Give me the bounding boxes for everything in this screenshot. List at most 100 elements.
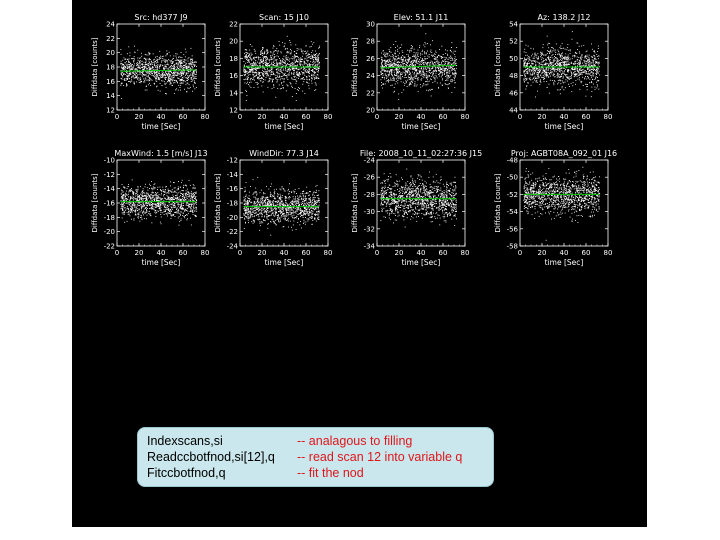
data-point — [432, 74, 434, 76]
data-point — [296, 80, 298, 82]
data-point — [552, 60, 554, 62]
data-point — [124, 66, 126, 67]
y-tick-label: 22 — [106, 35, 115, 43]
data-point — [535, 62, 537, 64]
data-point — [191, 80, 193, 82]
data-point — [133, 201, 134, 203]
data-point — [587, 56, 589, 58]
data-point — [415, 56, 416, 58]
data-point — [126, 220, 128, 222]
data-point — [558, 62, 560, 64]
data-point — [397, 58, 399, 59]
data-point — [532, 67, 534, 69]
data-point — [594, 52, 596, 54]
data-point — [395, 41, 397, 42]
data-point — [309, 46, 311, 48]
data-point — [452, 73, 454, 74]
data-point — [554, 70, 555, 72]
data-point — [309, 76, 311, 77]
data-point — [595, 59, 597, 60]
data-point — [408, 74, 410, 75]
data-point — [537, 73, 539, 75]
data-point — [137, 198, 138, 200]
data-point — [574, 71, 576, 73]
data-point — [126, 78, 128, 79]
data-point — [293, 68, 295, 70]
data-point — [150, 215, 152, 217]
data-point — [156, 60, 158, 61]
data-point — [387, 59, 389, 61]
data-point — [574, 55, 576, 57]
data-point — [431, 76, 433, 77]
data-point — [523, 70, 525, 72]
data-point — [548, 58, 550, 60]
data-point — [381, 64, 383, 66]
data-point — [258, 67, 260, 69]
data-point — [140, 82, 142, 84]
data-point — [265, 57, 267, 59]
data-point — [249, 70, 251, 72]
data-point — [192, 73, 194, 75]
data-point — [269, 65, 270, 67]
data-point — [190, 217, 191, 219]
data-point — [381, 73, 382, 75]
data-point — [151, 181, 152, 182]
data-point — [544, 64, 546, 66]
data-point — [298, 73, 300, 75]
data-point — [306, 52, 308, 54]
data-point — [176, 71, 178, 73]
data-point — [282, 73, 284, 75]
data-point — [408, 70, 409, 72]
data-point — [188, 57, 190, 59]
data-point — [192, 70, 194, 72]
data-point — [416, 69, 418, 71]
data-point — [540, 68, 542, 70]
data-point — [136, 73, 138, 74]
data-point — [162, 58, 164, 59]
data-point — [165, 86, 167, 88]
data-point — [390, 51, 392, 53]
data-point — [144, 89, 146, 91]
data-point — [146, 71, 148, 73]
data-point — [585, 51, 587, 53]
data-point — [179, 68, 181, 70]
data-point — [528, 60, 529, 62]
data-point — [428, 70, 430, 71]
data-point — [263, 56, 265, 57]
data-point — [266, 53, 268, 55]
x-tick-label: 40 — [417, 113, 426, 121]
data-point — [137, 67, 139, 69]
data-point — [177, 71, 179, 73]
chart-title: Src: hd377 J9 — [134, 13, 187, 22]
data-point — [560, 65, 561, 67]
data-point — [563, 57, 564, 58]
data-point — [254, 63, 255, 64]
data-point — [166, 68, 168, 69]
data-point — [594, 50, 595, 52]
data-point — [314, 72, 316, 74]
data-point — [162, 75, 164, 77]
data-point — [427, 90, 429, 92]
data-point — [298, 77, 299, 79]
data-point — [381, 77, 383, 78]
data-point — [539, 84, 541, 86]
data-point — [262, 49, 263, 51]
data-point — [398, 64, 400, 66]
data-point — [385, 61, 387, 63]
data-point — [535, 67, 537, 68]
data-point — [416, 75, 417, 77]
data-point — [168, 73, 170, 74]
data-point — [131, 68, 132, 70]
data-point — [548, 58, 550, 60]
data-point — [245, 69, 247, 71]
data-point — [276, 63, 278, 65]
data-point — [191, 58, 193, 60]
data-point — [300, 59, 302, 60]
data-point — [402, 58, 403, 60]
data-point — [250, 81, 252, 83]
data-point — [195, 87, 197, 88]
data-point — [435, 52, 437, 54]
data-point — [271, 69, 273, 71]
data-point — [540, 52, 542, 54]
data-point — [152, 66, 154, 68]
